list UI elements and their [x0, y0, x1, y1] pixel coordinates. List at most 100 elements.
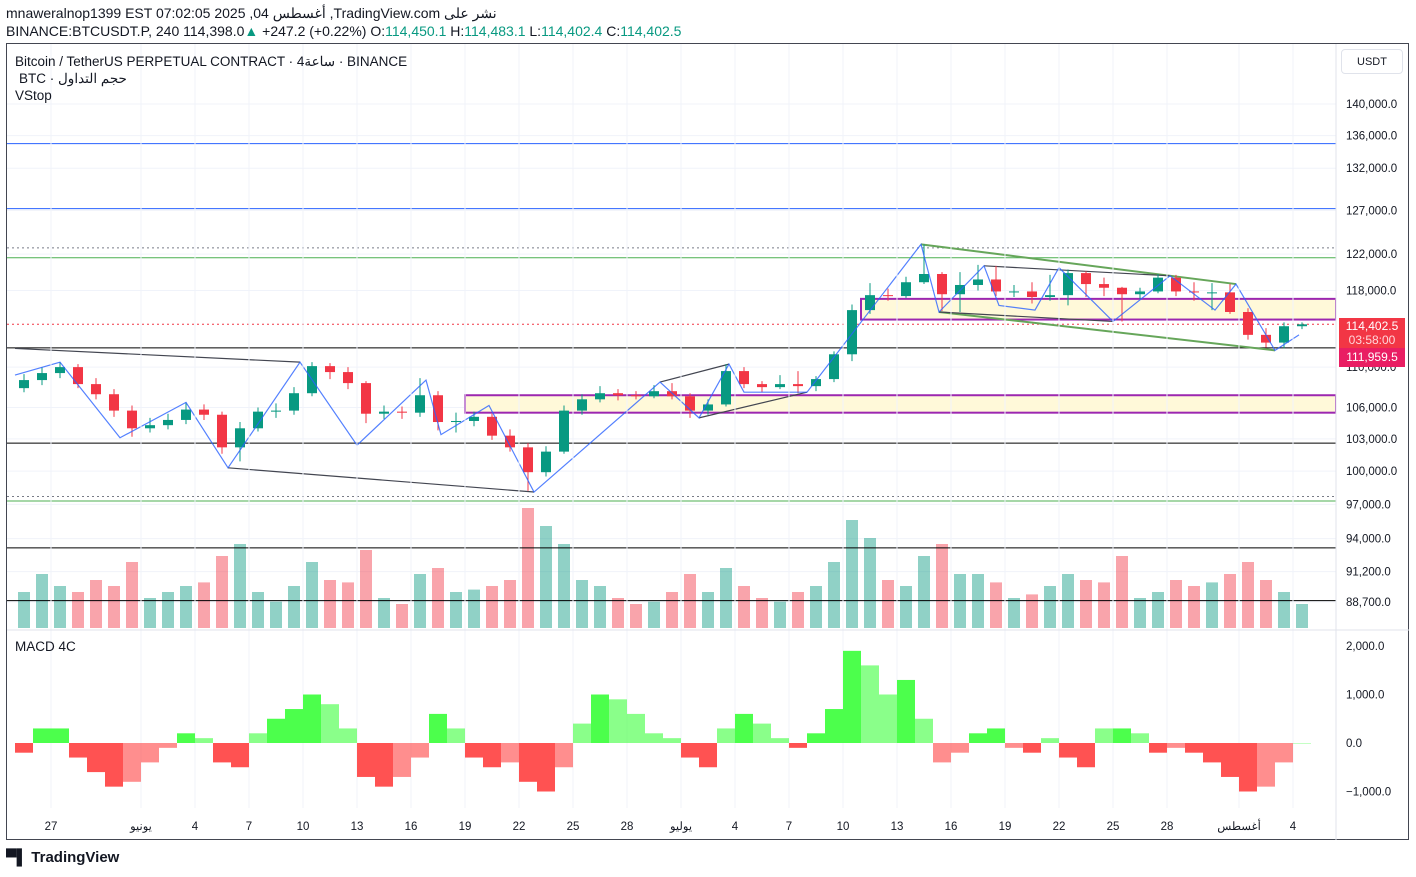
- current-price: 114,402.5: [1345, 319, 1399, 333]
- tradingview-logo-icon: ▀▌: [6, 849, 28, 866]
- candle-body: [37, 373, 47, 381]
- macd-histogram-bar: [915, 718, 933, 743]
- volume-bar: [54, 586, 66, 628]
- currency-button[interactable]: USDT: [1341, 49, 1403, 74]
- open-label: O:: [370, 23, 386, 39]
- price-tick-label: 127,000.0: [1346, 205, 1397, 217]
- up-triangle-icon: ▲: [244, 23, 259, 39]
- candle-body: [865, 295, 875, 311]
- volume-bar: [936, 544, 948, 628]
- bar-countdown: 03:58:00: [1348, 333, 1396, 347]
- candle-body: [505, 435, 515, 448]
- candle-body: [1045, 295, 1055, 298]
- macd-tick-label: −1,000.0: [1346, 787, 1391, 799]
- macd-histogram-bar: [537, 743, 555, 792]
- candle-body: [19, 380, 29, 389]
- date-tick-label: 7: [246, 821, 252, 833]
- volume-bar: [774, 601, 786, 628]
- date-tick-label: 25: [567, 821, 580, 833]
- macd-histogram-bar: [879, 694, 897, 743]
- volume-bar: [90, 580, 102, 628]
- date-tick-label: 10: [837, 821, 850, 833]
- volume-bar: [324, 580, 336, 628]
- macd-legend[interactable]: MACD 4C: [15, 639, 76, 654]
- candle-body: [973, 279, 983, 285]
- macd-histogram-bar: [555, 743, 573, 768]
- candle-body: [1027, 291, 1037, 298]
- candle-body: [271, 410, 281, 412]
- volume-bar: [1044, 586, 1056, 628]
- macd-histogram-bar: [843, 650, 861, 743]
- tradingview-logo[interactable]: ▀▌ TradingView: [6, 849, 119, 866]
- candle-body: [793, 384, 803, 387]
- candle-body: [325, 366, 335, 373]
- candle-body: [145, 425, 155, 429]
- volume-bar: [1008, 598, 1020, 628]
- macd-histogram-bar: [1095, 728, 1113, 743]
- trendline: [920, 243, 1237, 286]
- level-price-label: 111,959.5: [1339, 348, 1405, 367]
- volume-bar: [1152, 592, 1164, 628]
- price-tick-label: 118,000.0: [1346, 286, 1396, 298]
- macd-histogram-bar: [123, 743, 141, 782]
- volume-bar: [234, 544, 246, 628]
- volume-bar: [648, 601, 660, 628]
- date-tick-label: 7: [786, 821, 792, 833]
- macd-histogram-bar: [375, 743, 393, 787]
- candle-body: [163, 419, 173, 426]
- date-tick-label: 16: [405, 821, 418, 833]
- macd-histogram-bar: [339, 728, 357, 743]
- volume-bar: [990, 582, 1002, 628]
- macd-histogram-bar: [987, 728, 1005, 743]
- volume-bar: [198, 582, 210, 628]
- macd-histogram-bar: [699, 743, 717, 768]
- candle-body: [289, 393, 299, 411]
- volume-bar: [612, 598, 624, 628]
- volume-bar: [108, 586, 120, 628]
- brand-name: TradingView: [31, 849, 120, 866]
- close-value: 114,402.5: [620, 23, 682, 39]
- macd-histogram-bar: [429, 713, 447, 743]
- volume-bar: [72, 592, 84, 628]
- volume-bar: [216, 556, 228, 628]
- macd-histogram-bar: [1131, 733, 1149, 743]
- macd-histogram-bar: [141, 743, 159, 763]
- candle-body: [397, 411, 407, 413]
- volume-bar: [342, 582, 354, 628]
- macd-histogram-bar: [789, 743, 807, 748]
- candle-body: [523, 447, 533, 473]
- volume-bar: [864, 538, 876, 628]
- candle-body: [91, 384, 101, 395]
- macd-histogram-bar: [285, 709, 303, 743]
- macd-histogram-bar: [1221, 743, 1239, 777]
- trendline: [659, 363, 730, 383]
- chart-frame[interactable]: [6, 43, 1409, 840]
- candle-body: [487, 416, 497, 436]
- volume-bar: [1098, 582, 1110, 628]
- trendline: [938, 310, 1276, 352]
- candle-body: [901, 282, 911, 297]
- candle-body: [343, 372, 353, 384]
- high-label: H:: [450, 23, 465, 39]
- macd-histogram-bar: [321, 704, 339, 743]
- date-tick-label: 4: [1290, 821, 1297, 833]
- candle-body: [559, 410, 569, 452]
- volume-bar: [1170, 580, 1182, 628]
- candle-body: [1063, 273, 1073, 296]
- macd-histogram-bar: [213, 743, 231, 763]
- macd-histogram-bar: [465, 743, 483, 758]
- volume-bar: [810, 586, 822, 628]
- macd-histogram-bar: [15, 743, 33, 753]
- low-label: L:: [529, 23, 542, 39]
- macd-histogram-bar: [483, 743, 501, 768]
- support-resistance-zone: [860, 297, 1336, 321]
- macd-histogram-bar: [771, 738, 789, 743]
- volume-bar: [1134, 598, 1146, 628]
- vstop-legend[interactable]: VStop: [15, 88, 52, 103]
- macd-histogram-bar: [609, 699, 627, 743]
- macd-histogram-bar: [393, 743, 411, 777]
- volume-bar: [594, 586, 606, 628]
- volume-bar: [180, 586, 192, 628]
- candle-body: [469, 416, 479, 421]
